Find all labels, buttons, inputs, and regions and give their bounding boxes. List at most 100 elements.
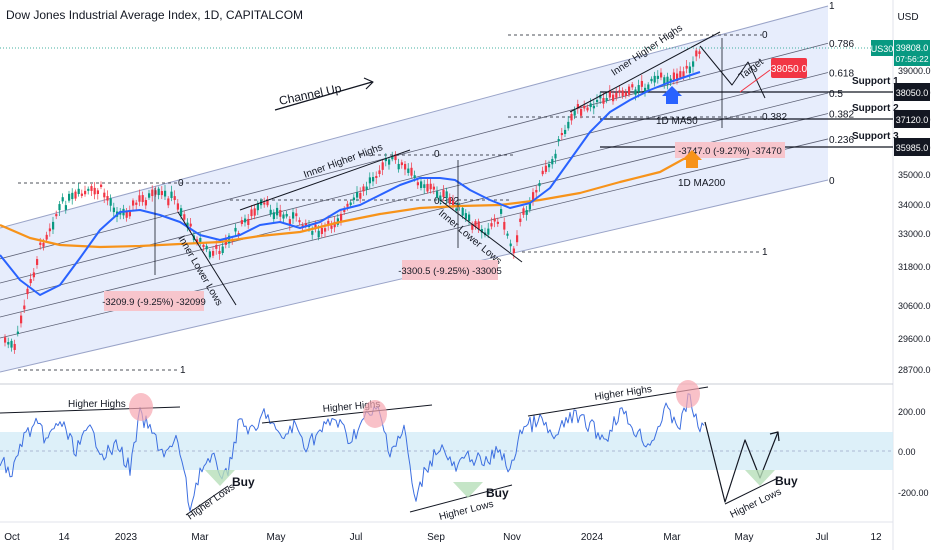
price-candle — [234, 227, 237, 232]
time-axis-tick: May — [267, 532, 286, 543]
price-candle — [55, 214, 58, 217]
price-candle — [135, 202, 138, 205]
rsi-higher-lows-line — [185, 485, 229, 516]
channel-up-arrow — [274, 81, 373, 111]
ma50-label: 1D MA50 — [656, 116, 698, 127]
time-axis-tick: Oct — [4, 532, 20, 543]
price-candle — [96, 190, 99, 194]
price-candle — [173, 196, 176, 201]
price-candle — [228, 235, 231, 244]
price-candle — [77, 188, 80, 195]
price-candle — [52, 221, 55, 230]
channel-fib-label: 0 — [829, 176, 835, 187]
price-candle — [282, 214, 285, 219]
price-candle — [304, 223, 307, 227]
time-axis-tick: 12 — [870, 532, 882, 543]
currency-label[interactable]: USD — [897, 12, 919, 23]
channel-fib-label: 0.786 — [829, 39, 854, 50]
price-candle — [295, 213, 298, 217]
drop-measure-label: -3300.5 (-9.25%) -33005 — [398, 266, 502, 277]
price-candle — [205, 245, 208, 250]
price-candle — [666, 76, 669, 85]
rsi-peak-marker — [676, 380, 700, 408]
price-candle — [397, 163, 400, 170]
price-candle — [400, 162, 403, 166]
support-label: Support 2 — [852, 103, 899, 114]
price-candle — [285, 213, 288, 217]
price-candle — [612, 94, 615, 102]
price-candle — [640, 80, 643, 87]
price-candle — [656, 75, 659, 79]
symbol-box — [871, 40, 893, 56]
price-axis-tick: 28700.0 — [898, 365, 931, 375]
price-candle — [276, 207, 279, 216]
price-candle — [269, 209, 272, 215]
price-candle — [493, 218, 496, 222]
fib-level-label: 0.382 — [762, 112, 787, 123]
price-candle — [426, 183, 429, 192]
symbol-label: US30 — [871, 44, 894, 54]
price-candle — [631, 84, 634, 88]
buy-zone-marker — [205, 470, 235, 486]
price-candle — [602, 97, 605, 104]
price-candle — [167, 198, 170, 206]
price-candle — [279, 210, 282, 217]
price-candle — [311, 230, 314, 235]
price-candle — [356, 191, 359, 198]
price-candle — [535, 189, 538, 193]
price-candle — [525, 210, 528, 215]
price-candle — [685, 65, 688, 69]
price-candle — [80, 193, 83, 196]
time-axis-tick: Jul — [816, 532, 829, 543]
price-label-value: 35985.0 — [896, 143, 929, 153]
price-candle — [516, 235, 519, 243]
ma200-line — [0, 149, 701, 249]
price-candle — [208, 251, 211, 258]
price-candle — [698, 51, 701, 55]
price-candle — [199, 237, 202, 243]
price-candle — [605, 97, 608, 101]
rsi-higher-lows-label: Higher Lows — [728, 486, 783, 520]
price-candle — [624, 92, 627, 96]
channel-up-fill — [0, 6, 828, 372]
price-candle — [487, 228, 490, 235]
price-candle — [253, 208, 256, 216]
price-candle — [154, 190, 157, 195]
inner-higher-highs-line — [239, 149, 411, 211]
price-candle — [103, 192, 106, 198]
price-candle — [548, 164, 551, 168]
price-candle — [477, 221, 480, 230]
chart-title: Dow Jones Industrial Average Index, 1D, … — [6, 8, 304, 22]
channel-fib-label: 0.618 — [829, 68, 854, 79]
price-candle — [144, 200, 147, 206]
price-candle — [333, 221, 336, 228]
price-candle — [580, 108, 583, 116]
price-candle — [468, 214, 471, 222]
price-candle — [471, 224, 474, 230]
price-candle — [410, 167, 413, 176]
price-candle — [324, 228, 327, 232]
price-candle — [391, 156, 394, 160]
price-candle — [660, 72, 663, 78]
price-candle — [538, 182, 541, 187]
price-candle — [634, 89, 637, 95]
price-candle — [39, 242, 42, 245]
price-candle — [692, 61, 695, 67]
rsi-axis-tick: 200.00 — [898, 407, 926, 417]
price-candle — [349, 202, 352, 206]
target-value-label: 38050.0 — [771, 64, 808, 75]
time-axis-tick: May — [735, 532, 754, 543]
fib-level-label: 0 — [762, 30, 768, 41]
price-candle — [157, 188, 160, 196]
price-candle — [125, 211, 128, 218]
price-candle — [496, 221, 499, 224]
price-candle — [404, 163, 407, 170]
price-candle — [432, 186, 435, 190]
rsi-peak-marker — [129, 393, 153, 421]
price-candle — [90, 186, 93, 191]
price-candle — [506, 233, 509, 236]
price-candle — [106, 196, 109, 201]
price-candle — [288, 219, 291, 225]
price-candle — [490, 223, 493, 227]
